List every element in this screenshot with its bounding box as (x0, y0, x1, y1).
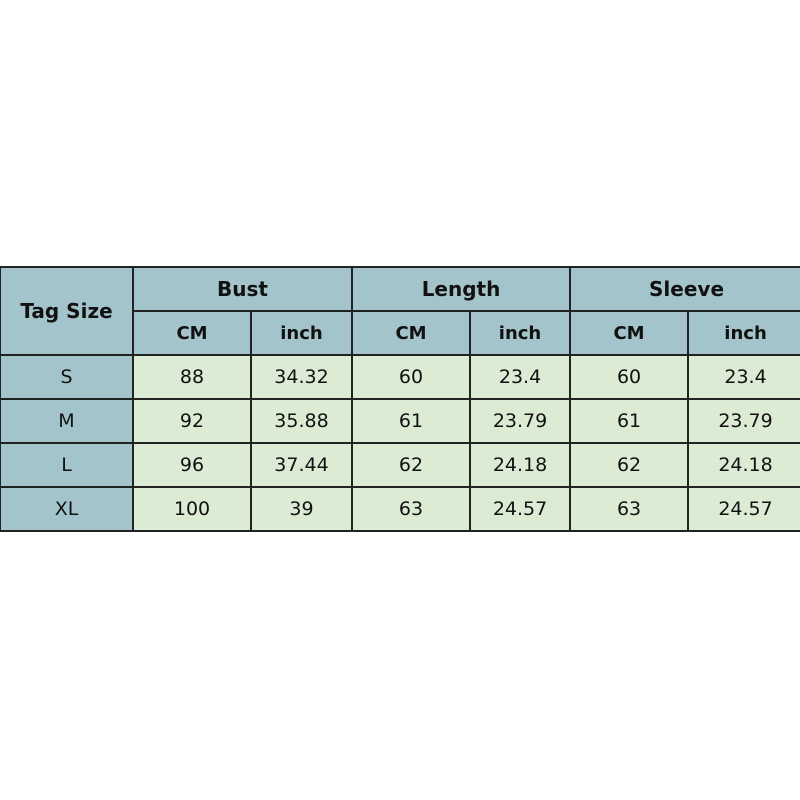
value-cell: 60 (569, 354, 690, 400)
value-cell: 63 (569, 486, 690, 532)
size-cell: XL (0, 486, 134, 532)
value-cell: 63 (351, 486, 472, 532)
value-cell: 61 (569, 398, 690, 444)
value-cell: 92 (132, 398, 252, 444)
unit-header: inch (687, 310, 800, 356)
bust-header: Bust (131, 266, 354, 312)
value-cell: 24.57 (687, 486, 800, 532)
value-cell: 62 (351, 442, 472, 488)
value-cell: 23.79 (469, 398, 572, 444)
value-cell: 39 (249, 486, 354, 532)
size-cell: L (0, 442, 134, 488)
size-cell: M (0, 398, 134, 444)
unit-header: inch (469, 310, 572, 356)
table-row: M 92 35.88 61 23.79 61 23.79 (0, 398, 800, 444)
unit-header: CM (132, 310, 252, 356)
value-cell: 61 (351, 398, 472, 444)
unit-header: CM (351, 310, 472, 356)
unit-header: CM (569, 310, 690, 356)
value-cell: 23.4 (469, 354, 572, 400)
size-chart-table: Tag Size Bust Length Sleeve CM inch CM i… (0, 266, 800, 532)
table-row: S 88 34.32 60 23.4 60 23.4 (0, 354, 800, 400)
value-cell: 34.32 (249, 354, 354, 400)
value-cell: 60 (351, 354, 472, 400)
value-cell: 100 (132, 486, 252, 532)
value-cell: 24.18 (687, 442, 800, 488)
table-row: L 96 37.44 62 24.18 62 24.18 (0, 442, 800, 488)
value-cell: 62 (569, 442, 690, 488)
value-cell: 37.44 (249, 442, 354, 488)
value-cell: 24.57 (469, 486, 572, 532)
unit-header: inch (249, 310, 354, 356)
value-cell: 35.88 (249, 398, 354, 444)
table-row: XL 100 39 63 24.57 63 24.57 (0, 486, 800, 532)
length-header: Length (351, 266, 572, 312)
tag-size-header: Tag Size (0, 266, 134, 356)
size-cell: S (0, 354, 134, 400)
value-cell: 23.79 (687, 398, 800, 444)
sleeve-header: Sleeve (569, 266, 800, 312)
value-cell: 88 (132, 354, 252, 400)
value-cell: 23.4 (687, 354, 800, 400)
value-cell: 24.18 (469, 442, 572, 488)
value-cell: 96 (132, 442, 252, 488)
